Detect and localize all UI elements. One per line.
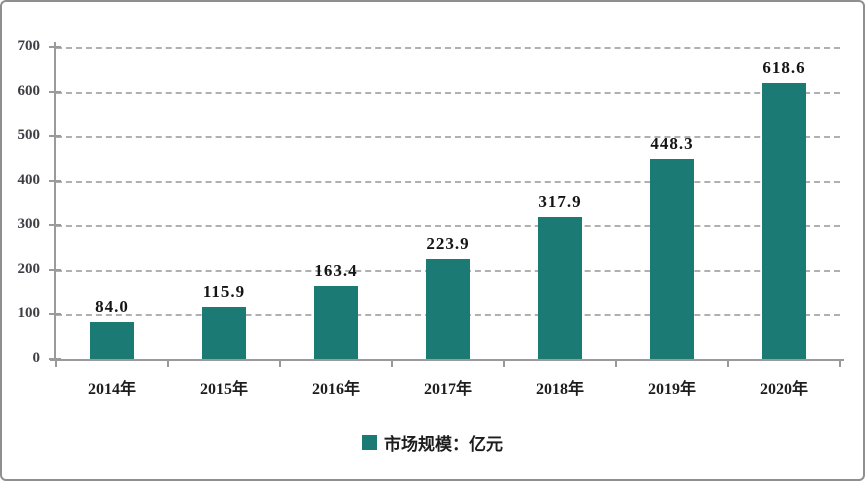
x-tick-label: 2015年 — [199, 381, 248, 398]
x-axis-tick — [839, 361, 841, 367]
y-axis-tick — [49, 135, 61, 138]
y-axis-tick — [49, 358, 61, 360]
bar-2015年 — [202, 307, 246, 359]
x-axis-tick — [503, 361, 505, 367]
x-axis-tick — [279, 361, 281, 367]
bar-2020年 — [762, 83, 806, 359]
y-axis-tick — [49, 179, 61, 182]
x-axis-tick — [167, 361, 169, 367]
y-tick-label: 0 — [32, 350, 41, 366]
bar-value-label: 317.9 — [538, 192, 582, 212]
gridline-300 — [56, 225, 840, 228]
gridline-500 — [56, 136, 840, 139]
y-axis — [54, 42, 56, 360]
legend-label: 市场规模：亿元 — [384, 435, 503, 454]
bar-value-label: 223.9 — [426, 234, 470, 254]
bar-2017年 — [426, 259, 470, 359]
x-tick-label: 2016年 — [311, 381, 360, 398]
x-tick-label: 2020年 — [759, 381, 808, 398]
plot-area — [56, 47, 840, 359]
bar-2016年 — [314, 286, 358, 359]
x-axis-tick — [391, 361, 393, 367]
y-tick-label: 700 — [17, 38, 41, 54]
y-tick-label: 300 — [17, 216, 41, 233]
y-axis-tick — [49, 90, 61, 93]
bar-2014年 — [90, 321, 134, 359]
x-tick-label: 2019年 — [647, 381, 696, 398]
y-axis-tick — [49, 268, 61, 271]
bar-2019年 — [650, 159, 694, 359]
x-tick-label: 2014年 — [87, 381, 136, 398]
y-axis-tick — [49, 46, 61, 48]
x-axis-tick — [727, 361, 729, 367]
x-axis-tick — [55, 361, 57, 367]
bar-2018年 — [538, 217, 582, 359]
y-tick-label: 600 — [17, 82, 41, 99]
gridline-600 — [56, 91, 840, 94]
bar-value-label: 163.4 — [314, 261, 358, 281]
gridline-400 — [56, 180, 840, 183]
legend-swatch-icon — [362, 435, 377, 450]
x-axis — [50, 359, 844, 361]
x-axis-tick — [615, 361, 617, 367]
y-tick-label: 200 — [17, 260, 41, 277]
x-tick-label: 2018年 — [535, 381, 584, 398]
gridline-700 — [56, 47, 840, 49]
x-tick-label: 2017年 — [423, 381, 472, 398]
y-tick-label: 400 — [17, 171, 41, 188]
legend: 市场规模：亿元 — [2, 430, 863, 455]
bar-value-label: 84.0 — [95, 296, 129, 316]
bar-value-label: 115.9 — [202, 282, 246, 302]
bar-value-label: 448.3 — [650, 134, 694, 154]
y-axis-tick — [49, 224, 61, 227]
y-tick-label: 100 — [17, 305, 41, 322]
y-axis-tick — [49, 313, 61, 316]
y-tick-label: 500 — [17, 127, 41, 144]
bar-value-label: 618.6 — [762, 58, 806, 78]
